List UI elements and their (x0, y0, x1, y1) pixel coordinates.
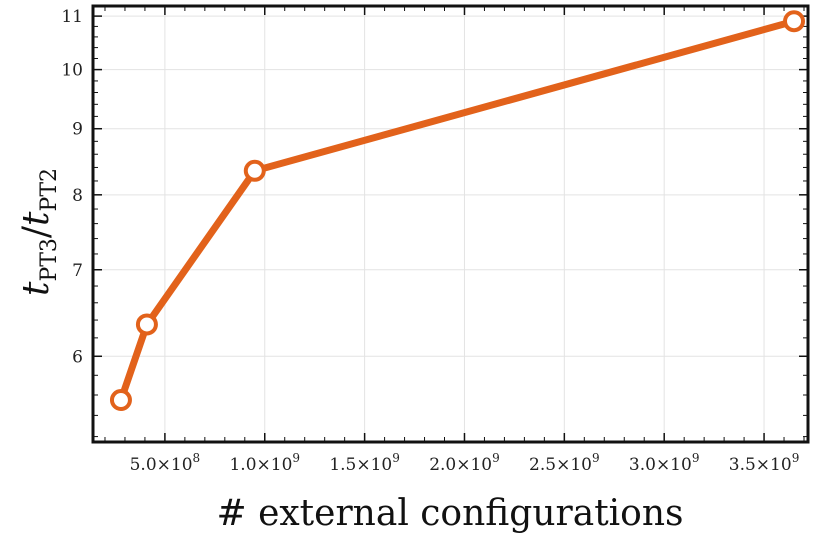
x-tick-label-2: 1.5×109 (329, 451, 400, 475)
y-tick-label-3: 9 (72, 120, 83, 140)
x-tick-label-1: 1.0×109 (229, 451, 300, 475)
grid (93, 6, 808, 442)
x-axis-title: # external configurations (216, 493, 683, 534)
series-line-0 (117, 17, 798, 404)
y-axis-title-sub2: PT2 (37, 168, 62, 211)
data-point-0 (109, 389, 132, 412)
y-axis-title: tPT3/tPT2 (16, 168, 62, 296)
y-axis-title-sub1: PT3 (37, 238, 62, 281)
plot-frame (91, 4, 810, 444)
y-tick-label-0: 6 (72, 347, 83, 367)
x-tick-label-0: 5.0×108 (130, 451, 201, 475)
data-point-2 (243, 159, 266, 182)
y-tick-label-2: 8 (72, 186, 83, 206)
y-tick-label-5: 11 (61, 7, 83, 27)
tick-labels: 5.0×108 1.0×109 1.5×109 2.0×109 2.5×109 3.0×1… (61, 7, 799, 475)
x-tick-label-3: 2.0×109 (429, 451, 500, 475)
y-axis-title-t2: t (16, 211, 57, 226)
series (109, 10, 806, 412)
x-tick-label-6: 3.5×109 (729, 451, 800, 475)
y-tick-label-1: 7 (72, 261, 83, 281)
y-axis-title-t1: t (16, 281, 57, 296)
x-tick-label-5: 3.0×109 (629, 451, 700, 475)
data-point-1 (135, 313, 158, 336)
y-axis-title-slash: / (16, 225, 57, 238)
ticks (93, 6, 808, 442)
data-point-3 (783, 10, 806, 33)
x-tick-label-4: 2.5×109 (529, 451, 600, 475)
y-tick-label-4: 10 (61, 61, 83, 81)
